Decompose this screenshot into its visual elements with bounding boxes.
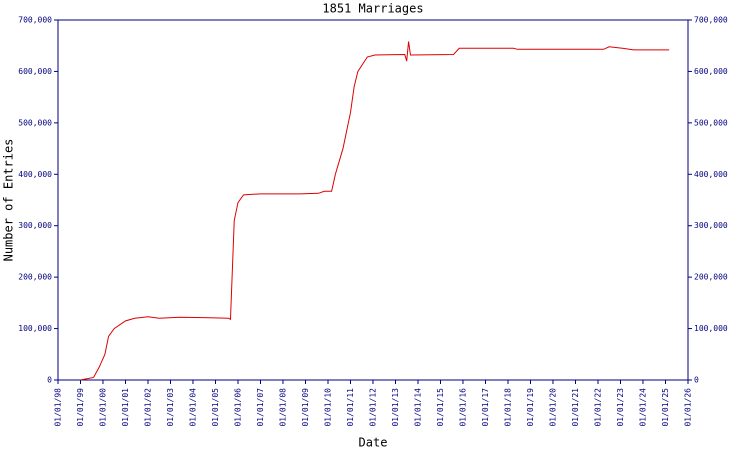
- y-tick-label: 100,000: [18, 324, 52, 333]
- y2-tick-label: 600,000: [694, 67, 728, 76]
- x-tick-label: 01/01/13: [391, 388, 400, 427]
- y2-tick-label: 400,000: [694, 170, 728, 179]
- x-tick-label: 01/01/16: [458, 388, 467, 427]
- x-tick-label: 01/01/17: [481, 388, 490, 427]
- x-axis-label: Date: [359, 436, 388, 450]
- y-tick-label: 500,000: [18, 118, 52, 127]
- x-tick-label: 01/01/08: [278, 388, 287, 427]
- y-axis-label: Number of Entries: [2, 139, 16, 262]
- x-tick-label: 01/01/11: [346, 388, 355, 427]
- y2-tick-label: 100,000: [694, 324, 728, 333]
- y-tick-label: 700,000: [18, 16, 52, 25]
- x-tick-label: 01/01/03: [166, 388, 175, 427]
- x-tick-label: 01/01/26: [684, 388, 693, 427]
- y2-tick-label: 200,000: [694, 273, 728, 282]
- x-tick-label: 01/01/25: [661, 388, 670, 427]
- x-tick-label: 01/01/05: [211, 388, 220, 427]
- chart-title: 1851 Marriages: [322, 2, 423, 16]
- y-tick-label: 200,000: [18, 273, 52, 282]
- x-tick-label: 01/01/14: [414, 388, 423, 427]
- x-tick-label: 01/01/06: [234, 388, 243, 427]
- y2-tick-label: 700,000: [694, 16, 728, 25]
- y2-tick-label: 500,000: [694, 118, 728, 127]
- y2-tick-label: 300,000: [694, 221, 728, 230]
- x-tick-label: 01/01/23: [616, 388, 625, 427]
- x-tick-label: 01/01/01: [121, 388, 130, 427]
- x-tick-label: 01/01/09: [301, 388, 310, 427]
- y2-tick-label: 0: [694, 376, 699, 385]
- x-tick-label: 01/01/99: [76, 388, 85, 427]
- y-tick-label: 400,000: [18, 170, 52, 179]
- x-tick-label: 01/01/15: [436, 388, 445, 427]
- x-tick-label: 01/01/18: [504, 388, 513, 427]
- y-tick-label: 600,000: [18, 67, 52, 76]
- x-tick-label: 01/01/98: [54, 388, 63, 427]
- x-tick-label: 01/01/19: [526, 388, 535, 427]
- x-tick-label: 01/01/00: [98, 388, 107, 427]
- x-tick-label: 01/01/10: [324, 388, 333, 427]
- y-tick-label: 300,000: [18, 221, 52, 230]
- data-line: [80, 41, 670, 381]
- x-tick-label: 01/01/24: [638, 388, 647, 427]
- x-tick-label: 01/01/07: [256, 388, 265, 427]
- x-tick-label: 01/01/04: [188, 388, 197, 427]
- x-tick-label: 01/01/12: [368, 388, 377, 427]
- x-tick-label: 01/01/21: [571, 388, 580, 427]
- x-tick-label: 01/01/02: [144, 388, 153, 427]
- x-tick-label: 01/01/22: [594, 388, 603, 427]
- x-tick-label: 01/01/20: [548, 388, 557, 427]
- y-tick-label: 0: [47, 376, 52, 385]
